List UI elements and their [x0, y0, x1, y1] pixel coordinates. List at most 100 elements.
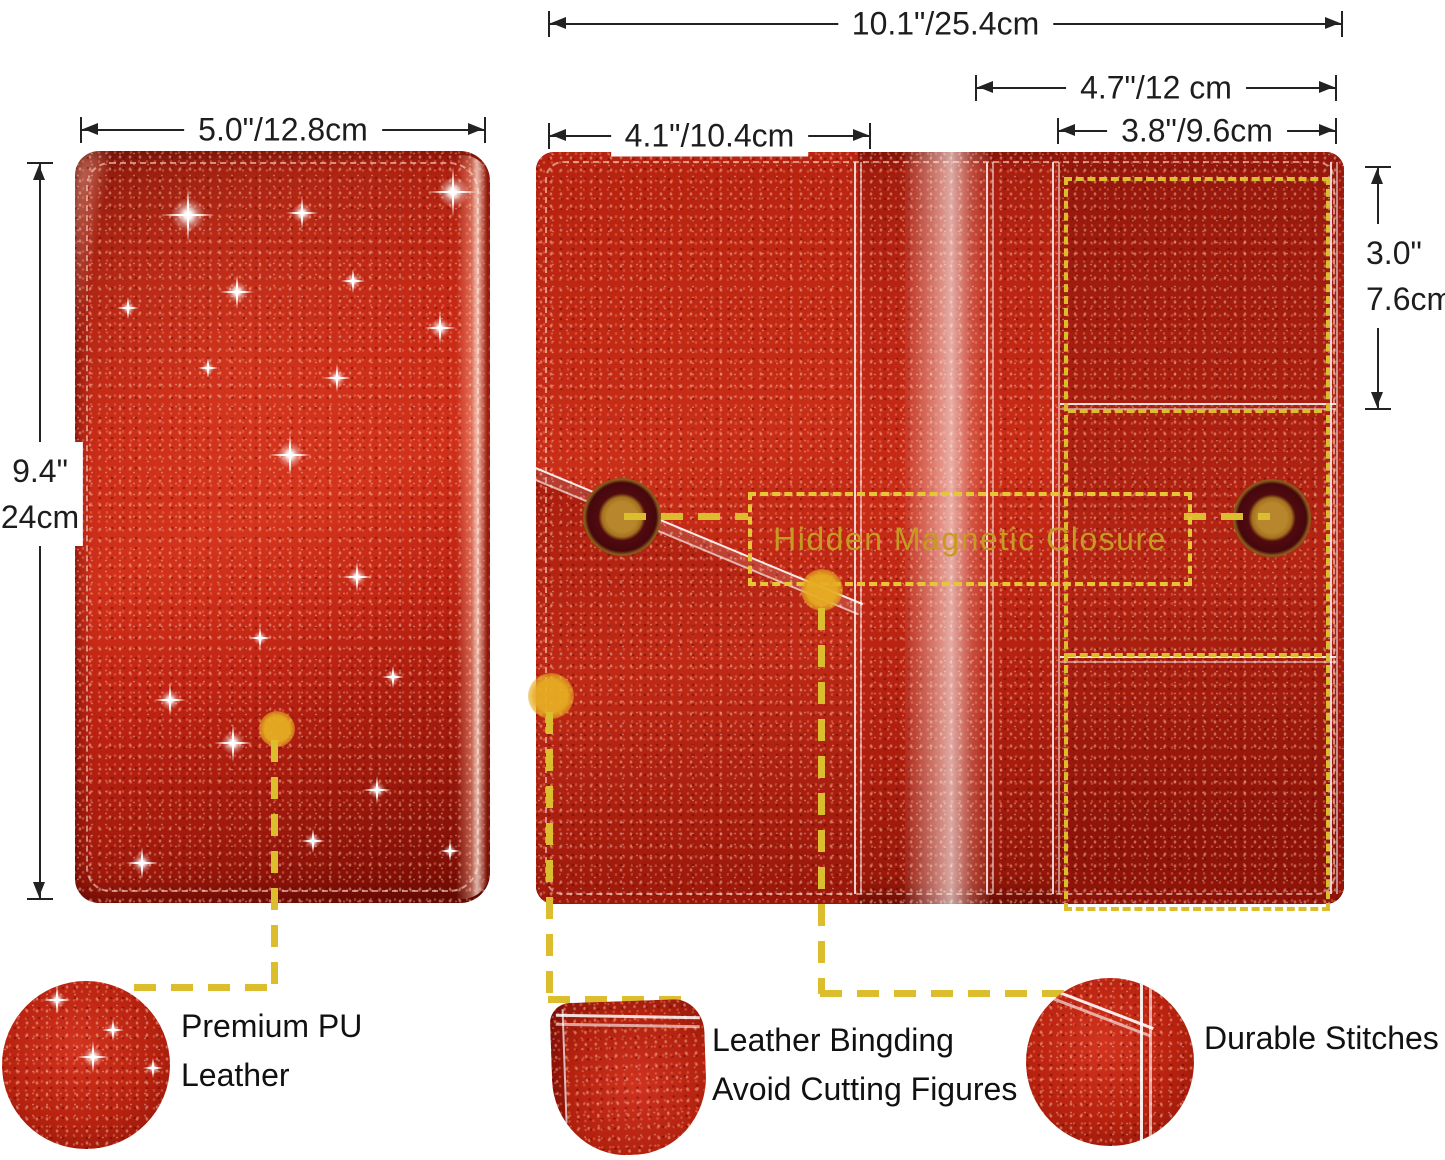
sparkle-flare	[153, 683, 187, 717]
sparkle-flare	[268, 433, 312, 477]
clear-plastic-band	[905, 152, 989, 904]
arrow-right-icon	[853, 129, 868, 141]
cover-stitch-border	[86, 162, 479, 892]
binding-edge-stitch	[561, 1009, 568, 1124]
stitches-leader-line-horizontal	[820, 990, 1104, 997]
dimension-end-bar	[1365, 408, 1391, 410]
dimension-end-bar	[1335, 75, 1337, 101]
dimension-end-bar	[1335, 118, 1337, 144]
sparkle-flare	[219, 274, 255, 310]
sparkle-flare	[285, 196, 319, 230]
pocket-divider-stitch-bottom	[1060, 656, 1336, 658]
pocket-height-inches: 3.0"	[1366, 234, 1422, 271]
dimension-end-bar	[869, 123, 871, 149]
dimension-end-bar	[548, 123, 550, 149]
sparkle-flare	[214, 724, 252, 762]
dimension-end-bar	[548, 11, 550, 37]
sparkle-flare	[323, 364, 351, 392]
leather-binding-caption: Leather Bingding Avoid Cutting Figures	[712, 1016, 1017, 1114]
binding-leader-line-horizontal	[548, 996, 694, 1003]
spine-stitch-left	[854, 162, 856, 894]
premium-leader-line-horizontal	[134, 984, 278, 991]
sparkle-flare	[76, 1040, 110, 1074]
arrow-right-icon	[1325, 17, 1340, 29]
arrow-left-icon	[551, 17, 566, 29]
sparkle-flare	[342, 562, 372, 592]
pocket-divider-stitch-top	[1060, 403, 1336, 405]
premium-pu-caption-line1: Premium PU	[181, 1008, 363, 1044]
sparkle-flare	[116, 296, 140, 320]
closed-cover-photo	[75, 151, 490, 903]
card-pocket-divider-line-top	[1068, 409, 1322, 413]
dimension-label: 10.1"/25.4cm	[837, 3, 1054, 45]
durable-stitches-text: Durable Stitches	[1204, 1020, 1439, 1056]
arrow-down-icon	[33, 882, 45, 897]
dimension-label: 4.1"/10.4cm	[610, 115, 809, 157]
premium-leader-line-vertical	[271, 740, 278, 988]
card-panel-stitch	[1052, 162, 1054, 894]
pocket-height-cm: 7.6cm	[1366, 280, 1445, 317]
dimension-end-bar	[1341, 11, 1343, 37]
sparkle-flare	[248, 626, 272, 650]
binding-leader-line-vertical	[546, 712, 553, 1000]
sparkle-flare	[143, 1058, 163, 1078]
sparkle-flare	[101, 1018, 125, 1042]
spine-stitch-right	[986, 162, 988, 894]
arrow-right-icon	[1319, 124, 1334, 136]
arrow-left-icon	[1060, 124, 1075, 136]
callout-marker-dot	[801, 569, 843, 611]
arrow-right-icon	[1319, 81, 1334, 93]
cover-fore-edge-highlight	[456, 155, 490, 899]
hidden-magnetic-closure-label: Hidden Magnetic Closure	[773, 520, 1167, 557]
dimension-end-bar	[975, 75, 977, 101]
premium-pu-caption-line2: Leather	[181, 1057, 290, 1093]
durable-stitches-caption: Durable Stitches	[1204, 1014, 1439, 1063]
binding-caption-line1: Leather Bingding	[712, 1022, 954, 1058]
dimension-label: 9.4" 24cm	[0, 442, 84, 547]
dimension-end-bar	[27, 898, 53, 900]
arrow-left-icon	[83, 123, 98, 135]
cover-height-inches: 9.4"	[12, 453, 68, 490]
sparkle-flare	[198, 358, 218, 378]
stitches-leader-line-vertical	[818, 608, 825, 994]
dimension-end-bar	[27, 162, 53, 164]
leather-binding-detail-photo	[549, 998, 709, 1158]
dimension-label: 5.0"/12.8cm	[184, 109, 382, 151]
sparkle-flare	[381, 665, 405, 689]
vertical-stitch-line	[1140, 978, 1143, 1146]
closure-connector-right	[1184, 513, 1270, 520]
premium-pu-leather-caption: Premium PU Leather	[181, 1002, 362, 1100]
closure-connector-left	[624, 513, 748, 520]
durable-stitches-detail-photo	[1026, 978, 1194, 1146]
sparkle-flare	[423, 311, 457, 345]
sparkle-flare	[43, 986, 71, 1014]
callout-marker-dot	[528, 673, 574, 719]
arrow-left-icon	[978, 81, 993, 93]
hidden-magnetic-closure-label-box: Hidden Magnetic Closure	[748, 492, 1192, 586]
cover-height-cm: 24cm	[0, 499, 80, 536]
card-pocket-outline	[1064, 177, 1330, 911]
edge-stitch-right	[1330, 162, 1332, 894]
binding-caption-line2: Avoid Cutting Figures	[712, 1071, 1018, 1107]
diagonal-stitch-line	[1026, 978, 1154, 1030]
arrow-right-icon	[468, 123, 483, 135]
arrow-down-icon	[1371, 392, 1383, 407]
dimension-end-bar	[80, 117, 82, 143]
dimension-end-bar	[1365, 166, 1391, 168]
arrow-up-icon	[33, 165, 45, 180]
binding-stitch-line	[555, 1013, 700, 1020]
sparkle-flare	[125, 846, 159, 880]
dimension-end-bar	[484, 117, 486, 143]
sparkle-flare	[160, 187, 216, 243]
sparkle-flare	[300, 828, 326, 854]
sparkle-flare	[363, 776, 391, 804]
open-interior-photo	[529, 152, 1344, 904]
premium-leather-detail-photo	[2, 981, 170, 1149]
dimension-label: 3.0" 7.6cm	[1362, 223, 1445, 328]
dimension-label: 4.7"/12 cm	[1066, 67, 1246, 109]
arrow-up-icon	[1371, 169, 1383, 184]
sparkle-flare	[340, 268, 366, 294]
arrow-left-icon	[551, 129, 566, 141]
dimension-label: 3.8"/9.6cm	[1107, 110, 1287, 152]
